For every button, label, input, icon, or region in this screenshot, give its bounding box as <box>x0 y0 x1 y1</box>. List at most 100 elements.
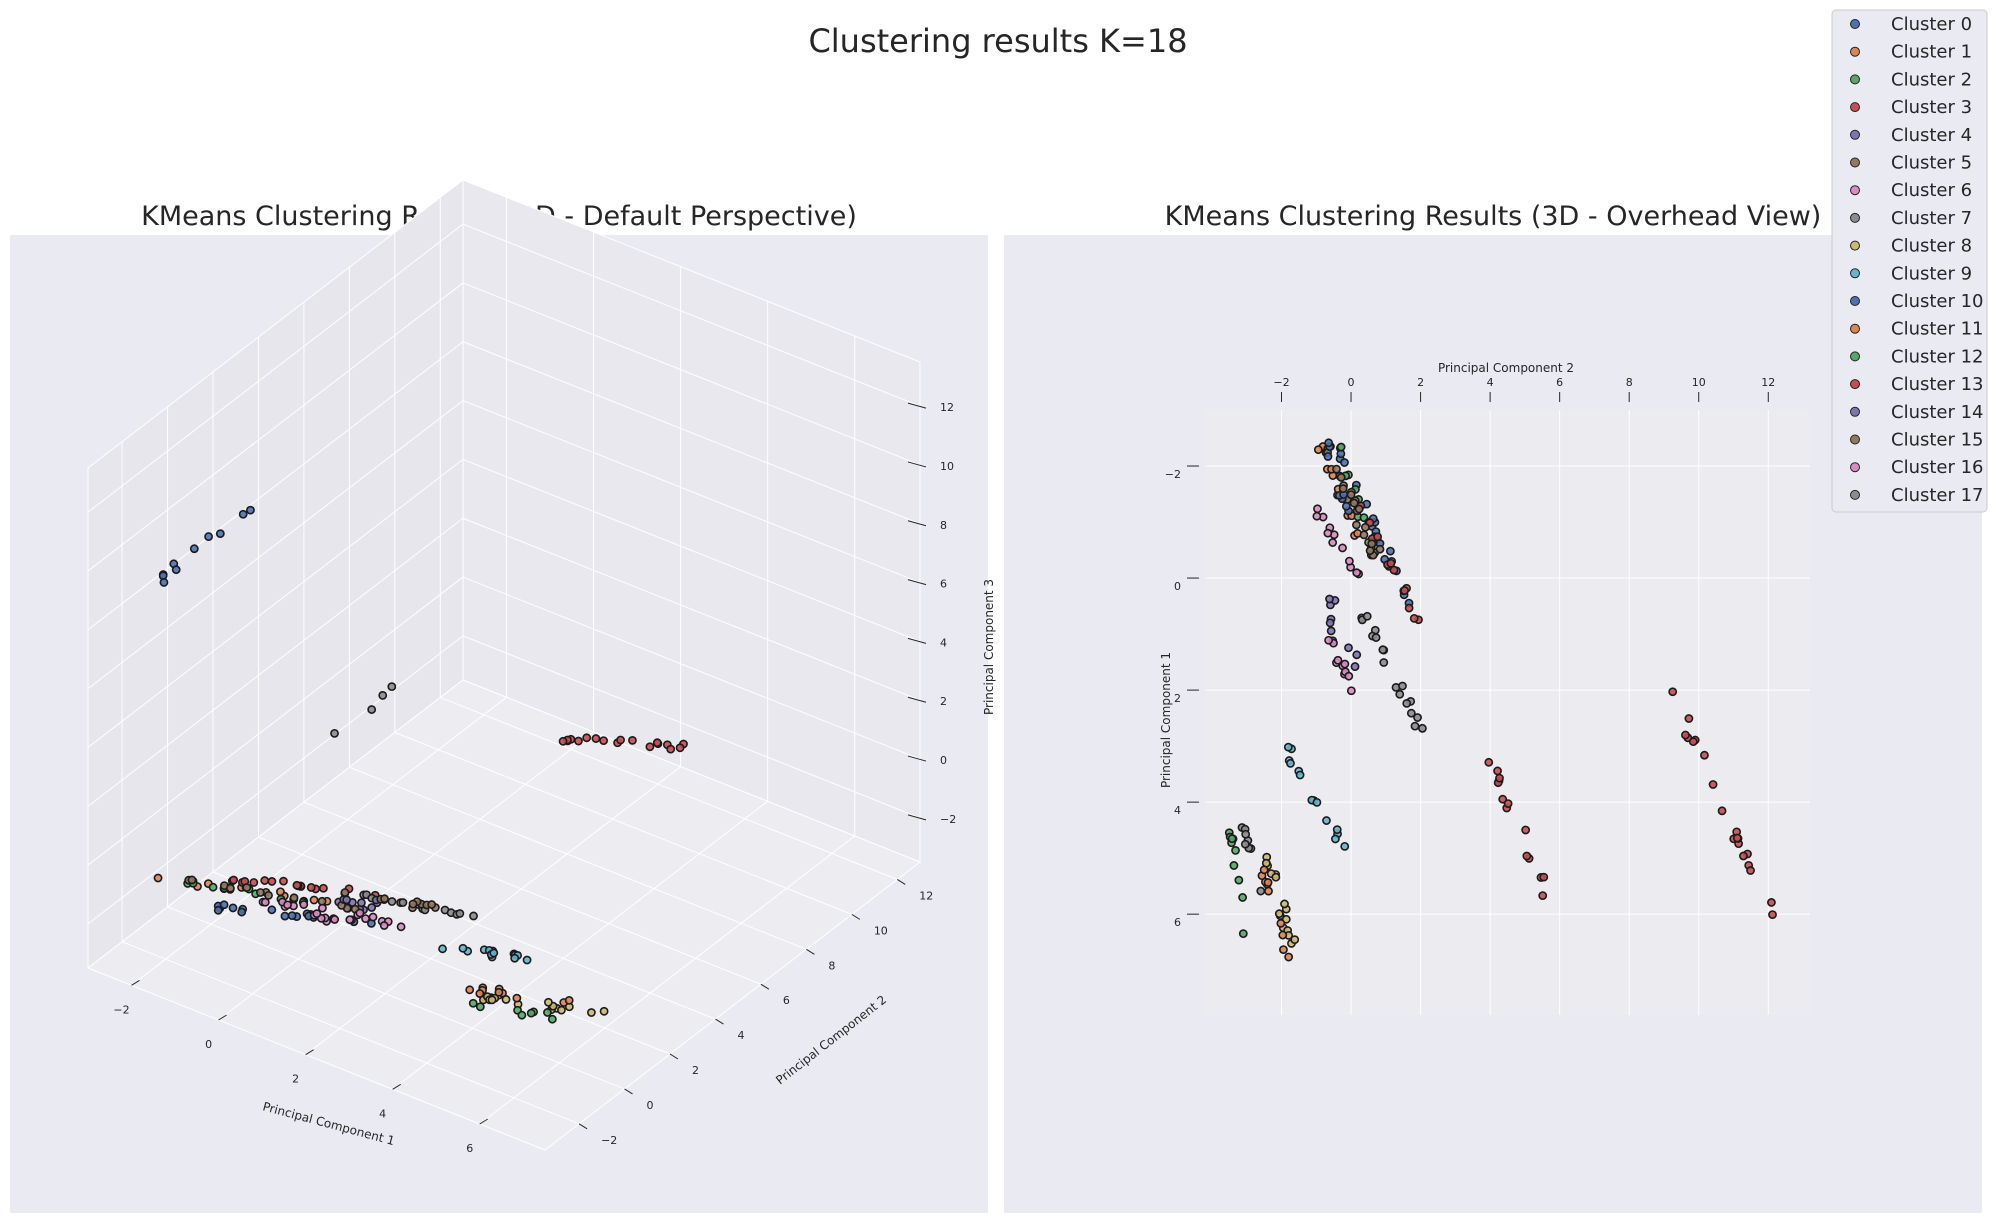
grid-lines <box>1205 410 1810 1015</box>
data-point <box>1398 681 1407 691</box>
data-point <box>361 914 370 924</box>
data-point <box>1263 878 1273 887</box>
legend-marker <box>1850 434 1860 445</box>
data-point <box>319 883 328 893</box>
y-tick-label: 4 <box>737 1029 744 1042</box>
grid-line <box>349 766 807 950</box>
grid-line <box>303 801 762 985</box>
data-point <box>1395 689 1405 699</box>
plot-area <box>1205 410 1810 1015</box>
data-point <box>1340 458 1349 467</box>
data-point <box>616 735 625 745</box>
data-point <box>438 944 447 954</box>
z-tick <box>907 696 927 703</box>
data-point <box>1522 851 1532 861</box>
y-tick <box>624 1088 633 1095</box>
legend-entry: Cluster 10 <box>1891 291 1984 312</box>
y-tick <box>669 1053 679 1060</box>
data-point <box>228 903 238 913</box>
data-point <box>1493 766 1502 776</box>
legend-entry: Cluster 8 <box>1891 236 1972 257</box>
y-tick-label: 8 <box>828 959 835 972</box>
legend-marker <box>1850 19 1860 29</box>
data-point <box>1323 452 1333 461</box>
data-point <box>1290 935 1300 945</box>
data-point <box>1295 770 1305 780</box>
data-point <box>1325 618 1335 628</box>
data-point <box>517 1010 527 1020</box>
data-point <box>312 909 322 919</box>
data-point <box>1362 611 1372 621</box>
chart-title: KMeans Clustering Results (3D - Overhead… <box>1165 201 1822 232</box>
x-tick-label: 4 <box>1487 376 1494 389</box>
data-point <box>287 911 297 921</box>
data-points <box>153 505 688 1024</box>
data-point <box>1684 714 1694 723</box>
data-point <box>1241 829 1251 839</box>
data-point <box>475 1002 485 1012</box>
data-point <box>1708 780 1718 789</box>
data-point <box>1338 484 1348 494</box>
data-point <box>1739 851 1748 861</box>
axis-ticks: −2 0 2 4 6 8 10 12 −2 0 2 4 6 <box>1165 376 1775 929</box>
y-tick-label: 2 <box>1174 692 1181 705</box>
data-point <box>1344 643 1353 653</box>
data-point <box>1389 565 1399 575</box>
axis-ticks: −2 0 2 4 6 −2 0 2 4 6 8 10 12 −2 0 2 4 6 8 10 12 <box>113 401 956 1155</box>
y-tick <box>715 1018 724 1025</box>
data-point <box>582 733 592 743</box>
data-point <box>510 953 520 963</box>
data-point <box>543 1008 552 1017</box>
data-point <box>1323 528 1333 538</box>
data-point <box>469 911 478 921</box>
data-point <box>283 900 292 910</box>
data-point <box>1404 603 1414 613</box>
legend-entry: Cluster 11 <box>1891 319 1984 340</box>
z-tick-label: 6 <box>940 578 947 591</box>
data-point <box>1312 797 1322 807</box>
x-tick-label: 6 <box>466 1142 473 1155</box>
z-tick-label: 8 <box>940 519 947 532</box>
data-point <box>1238 893 1248 902</box>
y-tick-label: 4 <box>1174 804 1181 817</box>
data-point <box>1274 909 1284 919</box>
data-point <box>1354 504 1364 514</box>
data-point <box>1341 501 1351 511</box>
legend: Cluster 0 Cluster 1 Cluster 2 Cluster 3 Clus… <box>1831 9 1988 513</box>
data-point <box>501 995 511 1004</box>
legend-marker <box>1850 46 1860 57</box>
grid-lines <box>87 197 921 1125</box>
data-point <box>342 895 352 905</box>
data-point <box>1284 952 1294 962</box>
data-point <box>543 997 553 1007</box>
legend-marker <box>1850 268 1860 279</box>
chart-3d-default: KMeans Clustering Results (3D - Default … <box>10 178 996 1213</box>
z-tick <box>907 520 927 527</box>
grid-line <box>462 223 921 407</box>
data-point <box>599 736 609 745</box>
data-point <box>557 1005 566 1015</box>
grid-line <box>462 576 921 760</box>
data-point <box>1349 498 1359 508</box>
data-point <box>1352 520 1361 530</box>
data-point <box>1385 546 1395 556</box>
grid-line <box>392 800 768 1090</box>
grid-line <box>394 731 853 915</box>
data-point <box>367 903 377 912</box>
legend-entry: Cluster 3 <box>1891 97 1972 118</box>
data-point <box>379 921 389 930</box>
data-point <box>1367 539 1377 549</box>
data-point <box>645 742 655 752</box>
grid-line <box>218 731 594 1021</box>
data-point <box>1264 886 1273 896</box>
legend-marker <box>1850 379 1860 390</box>
data-point <box>1373 532 1383 542</box>
y-tick-label: −2 <box>1165 468 1181 481</box>
data-point <box>1336 442 1346 452</box>
y-tick-label: 2 <box>692 1064 699 1077</box>
data-point <box>171 565 181 575</box>
data-point <box>1276 918 1286 928</box>
data-point <box>1326 626 1336 636</box>
data-point <box>1495 773 1504 783</box>
data-point <box>1344 556 1354 566</box>
